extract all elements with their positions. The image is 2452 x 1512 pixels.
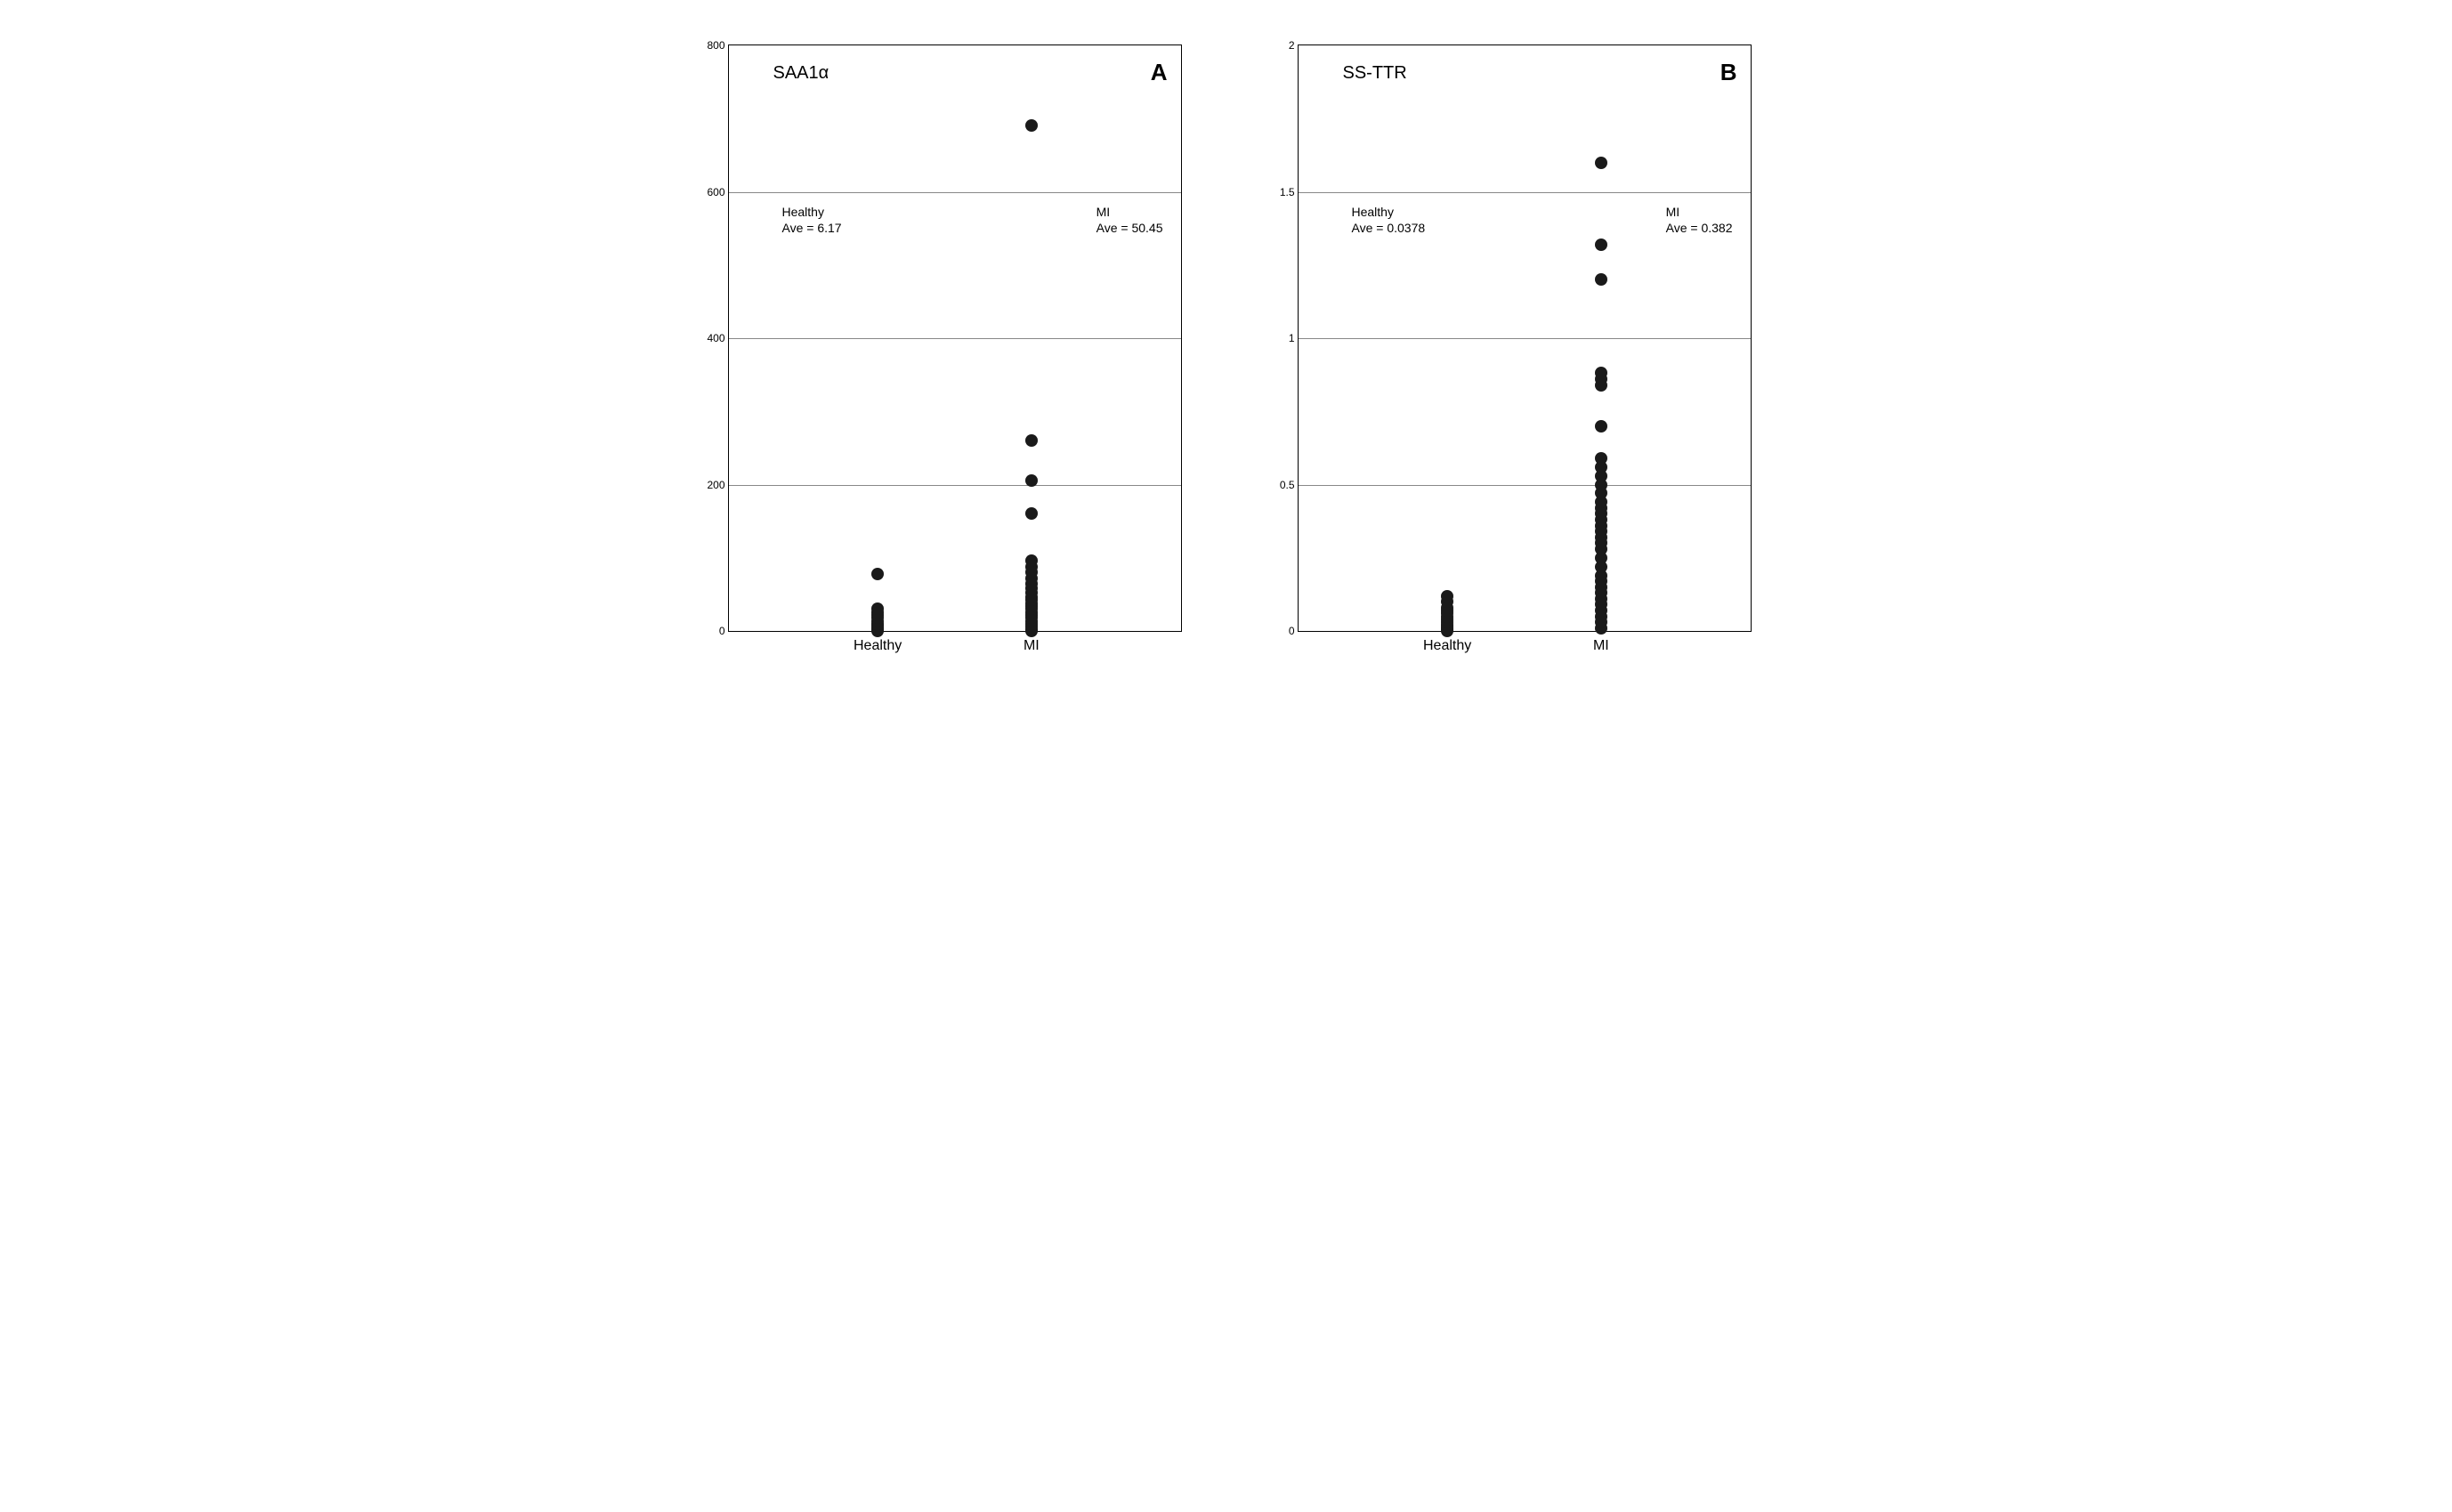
ytick-label: 0 — [719, 625, 729, 637]
mi-label: MI — [1097, 204, 1163, 220]
plot-area: 00.511.52HealthyMISS-TTRBHealthyAve = 0.… — [1298, 44, 1752, 632]
data-point — [1595, 157, 1607, 169]
data-point — [1025, 507, 1038, 520]
healthy-ave: Ave = 6.17 — [782, 220, 842, 236]
x-category-label: MI — [1593, 631, 1609, 654]
panel-letter: B — [1720, 59, 1737, 86]
mi-ave: Ave = 50.45 — [1097, 220, 1163, 236]
gridline — [1299, 192, 1751, 193]
gridline — [729, 485, 1181, 486]
mi-ave: Ave = 0.382 — [1666, 220, 1733, 236]
gridline — [729, 338, 1181, 339]
mi-annotation: MIAve = 0.382 — [1666, 204, 1733, 236]
ytick-label: 800 — [707, 39, 728, 52]
healthy-ave: Ave = 0.0378 — [1352, 220, 1426, 236]
data-point — [1595, 273, 1607, 286]
data-point — [1025, 554, 1038, 567]
mi-annotation: MIAve = 50.45 — [1097, 204, 1163, 236]
data-point — [1595, 452, 1607, 465]
panel-letter: A — [1151, 59, 1168, 86]
ytick-label: 0 — [1289, 625, 1299, 637]
ytick-label: 400 — [707, 332, 728, 344]
plot-area: 0200400600800HealthyMISAA1αAHealthyAve =… — [728, 44, 1182, 632]
healthy-annotation: HealthyAve = 6.17 — [782, 204, 842, 236]
ytick-label: 2 — [1289, 39, 1299, 52]
ytick-label: 600 — [707, 186, 728, 198]
chart-title: SAA1α — [773, 63, 829, 84]
mi-label: MI — [1666, 204, 1733, 220]
data-point — [1441, 590, 1453, 602]
ytick-label: 0.5 — [1280, 479, 1299, 491]
data-point — [1595, 420, 1607, 433]
data-point — [1595, 367, 1607, 379]
panel-a: 0 200 400 600 800 Healthy MI SAA1α A HealthyAve =… — [692, 36, 1191, 676]
healthy-label: Healthy — [782, 204, 842, 220]
data-point — [1025, 434, 1038, 447]
healthy-annotation: HealthyAve = 0.0378 — [1352, 204, 1426, 236]
data-point — [871, 568, 884, 580]
data-point — [1025, 474, 1038, 487]
gridline — [729, 192, 1181, 193]
data-point — [871, 602, 884, 615]
panel-b: 0 0.5 1 1.5 2 Healthy MI SS-TTR B HealthyAve = 0.… — [1262, 36, 1760, 676]
ytick-label: 200 — [707, 479, 728, 491]
plot-outer: 0 0.5 1 1.5 2 Healthy MI SS-TTR B HealthyAve = 0.… — [1262, 36, 1760, 676]
ytick-label: 1 — [1289, 332, 1299, 344]
healthy-label: Healthy — [1352, 204, 1426, 220]
data-point — [1595, 239, 1607, 251]
data-point — [1025, 119, 1038, 132]
chart-title: SS-TTR — [1343, 63, 1407, 84]
plot-outer: 0 200 400 600 800 Healthy MI SAA1α A HealthyAve =… — [692, 36, 1191, 676]
gridline — [1299, 485, 1751, 486]
ytick-label: 1.5 — [1280, 186, 1299, 198]
gridline — [1299, 338, 1751, 339]
